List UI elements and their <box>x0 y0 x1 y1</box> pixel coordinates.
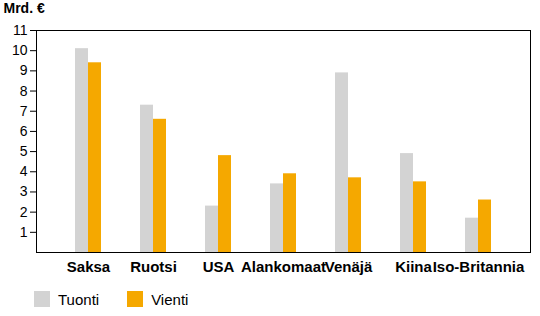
svg-text:Mrd. €: Mrd. € <box>4 0 45 16</box>
svg-text:8: 8 <box>20 83 28 99</box>
svg-text:Venäjä: Venäjä <box>325 258 373 275</box>
svg-text:10: 10 <box>12 42 28 58</box>
svg-text:1: 1 <box>20 224 28 240</box>
svg-text:Iso-Britannia: Iso-Britannia <box>433 258 525 275</box>
svg-text:Saksa: Saksa <box>67 258 111 275</box>
svg-text:7: 7 <box>20 103 28 119</box>
svg-text:5: 5 <box>20 143 28 159</box>
svg-text:Ruotsi: Ruotsi <box>130 258 177 275</box>
svg-text:11: 11 <box>13 22 28 38</box>
html-text:Vienti: Vienti <box>151 290 189 308</box>
svg-text:4: 4 <box>20 163 28 179</box>
svg-text:Kiina: Kiina <box>395 258 432 275</box>
html-text:Tuonti: Tuonti <box>58 290 100 308</box>
svg-text:3: 3 <box>20 183 28 199</box>
svg-text:USA: USA <box>203 258 235 275</box>
svg-text:2: 2 <box>20 204 28 220</box>
svg-text:Alankomaat: Alankomaat <box>241 258 326 275</box>
svg-text:9: 9 <box>20 62 28 78</box>
svg-text:6: 6 <box>20 123 28 139</box>
